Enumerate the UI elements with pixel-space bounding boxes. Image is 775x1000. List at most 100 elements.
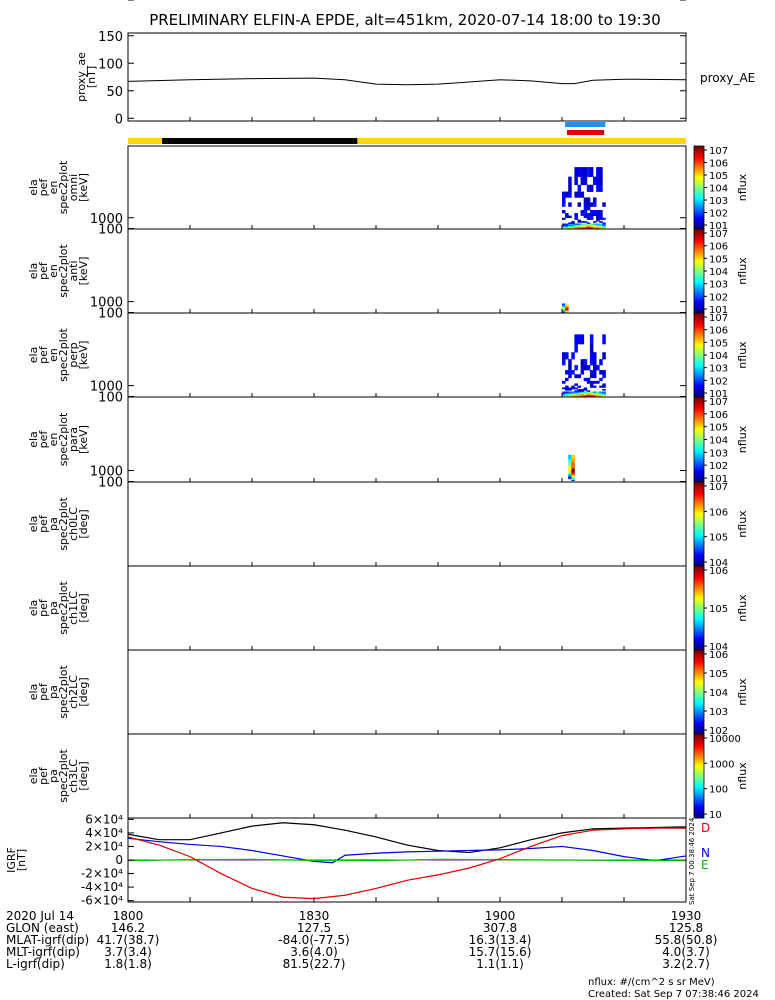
spectrum-cell <box>574 226 578 228</box>
colorbar-step <box>694 426 704 430</box>
colorbar-step <box>694 593 704 596</box>
colorbar-step <box>694 587 704 590</box>
status-marker-blue <box>565 122 606 127</box>
axis-label-line: ela <box>27 600 40 617</box>
colorbar-step <box>694 329 704 333</box>
axis-label-line: pa <box>47 601 60 615</box>
colorbar-step <box>694 405 704 409</box>
y-tick-label: 1000 <box>90 296 123 311</box>
y-tick-label: 50 <box>106 0 123 4</box>
colorbar-step <box>694 755 704 758</box>
colorbar-step <box>694 532 704 535</box>
colorbar-step <box>694 369 704 373</box>
colorbar-step <box>694 199 704 203</box>
spectrum-cell <box>589 213 594 216</box>
spectrum-cell <box>599 394 603 396</box>
spectrum-cell <box>580 365 585 371</box>
colorbar-step <box>694 738 704 741</box>
colorbar-step <box>694 801 704 804</box>
spectrum-cell <box>599 217 603 220</box>
colorbar-step <box>694 376 704 379</box>
spectrum-cell <box>565 387 569 390</box>
colorbar-tick-label: 106 <box>709 507 728 518</box>
spectrum-cell <box>571 391 575 393</box>
spectrum-cell <box>568 374 572 379</box>
y-tick-label: 150 <box>98 0 123 4</box>
spectrum-cell <box>565 389 569 391</box>
spectrum-cell <box>565 223 569 225</box>
spectrum-cell <box>577 221 581 223</box>
spectrum-cell <box>574 167 578 177</box>
y-tick-label: 100 <box>98 0 123 4</box>
colorbar-step <box>694 158 704 162</box>
spectrum-cell <box>593 226 597 228</box>
spectrum-cell <box>568 473 572 476</box>
spectrum-cell <box>589 380 594 384</box>
orbit-value: 127.5 <box>297 921 331 935</box>
spectrum-cell <box>574 395 578 397</box>
status-segment <box>357 138 686 144</box>
axis-label-line: ch0LC <box>67 507 80 541</box>
colorbar-step <box>694 373 704 377</box>
spectrum-cell <box>568 225 572 227</box>
spectrum-cell <box>602 202 606 207</box>
colorbar-step <box>694 505 704 508</box>
spectrum-cell <box>568 389 572 391</box>
proxy-ae-line <box>127 77 687 86</box>
orbit-row-label: MLAT-igrf(dip) <box>6 933 89 947</box>
colorbar-step <box>694 245 704 249</box>
colorbar-step <box>694 465 704 468</box>
spectrum-cell <box>583 167 588 177</box>
colorbar-step <box>694 175 704 178</box>
colorbar-step <box>694 191 704 195</box>
colorbar-step <box>694 285 704 289</box>
colorbar-step <box>694 229 704 232</box>
spectrum-cell <box>599 391 603 393</box>
spectrum-cell <box>580 225 585 227</box>
colorbar-step <box>694 479 704 483</box>
colorbar-step <box>694 471 704 474</box>
spectrum-cell <box>577 167 581 177</box>
spectrum-cell <box>574 225 578 227</box>
spectrum-cell <box>583 365 588 371</box>
spectrum-cell <box>586 227 591 228</box>
axis-label-line: en <box>47 433 60 447</box>
spectrum-cell <box>562 394 566 396</box>
colorbar-label: nflux <box>736 173 749 201</box>
spectrum-cell <box>568 454 572 460</box>
spectrum-cell <box>599 215 603 219</box>
colorbar-step <box>694 414 704 417</box>
axis-label-line: pa <box>47 685 60 699</box>
colorbar-step <box>694 713 704 716</box>
spectrum-cell <box>562 226 566 228</box>
y-tick-label: 0 <box>115 0 123 4</box>
spectrum-cell <box>599 223 603 225</box>
colorbar-tick-label: 101 <box>709 305 728 316</box>
spectrum-cell <box>602 389 606 391</box>
colorbar-step <box>694 195 704 199</box>
colorbar-step <box>694 277 704 280</box>
spectrum-cell <box>568 458 572 463</box>
spectrum-cell <box>583 392 588 394</box>
y-tick-label: 2×10⁴ <box>85 839 123 853</box>
spectrum-cell <box>593 394 597 396</box>
colorbar-step <box>694 658 704 661</box>
colorbar-step <box>694 601 704 605</box>
colorbar-step <box>694 784 704 787</box>
spectrum-cell <box>599 359 603 366</box>
colorbar-step <box>694 622 704 626</box>
colorbar-step <box>694 355 704 358</box>
spectrum-cell <box>583 391 588 393</box>
colorbar-step <box>694 179 704 182</box>
colorbar-step <box>694 490 704 493</box>
colorbar-step <box>694 315 704 318</box>
spectrum-cell <box>568 227 572 228</box>
spectrum-cell <box>602 391 606 393</box>
spectrum-cell <box>568 227 572 229</box>
colorbar-step <box>694 289 704 293</box>
axis-label-line: [keV] <box>77 425 90 454</box>
spectrum-cell <box>571 222 575 224</box>
